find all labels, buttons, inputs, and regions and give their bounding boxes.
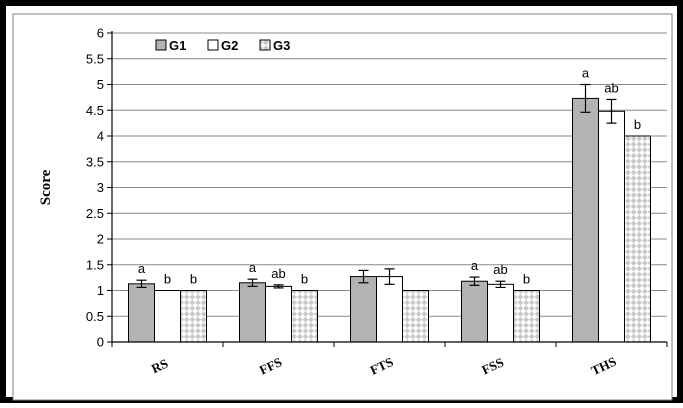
significance-label: a — [249, 260, 257, 275]
bar-g3-fss — [513, 290, 540, 343]
legend-label-g1: G1 — [169, 38, 186, 53]
x-tick-label: RS — [149, 356, 170, 377]
y-tick-label: 1 — [97, 283, 104, 298]
significance-label: a — [582, 66, 590, 81]
legend-label-g2: G2 — [221, 38, 238, 53]
bar-g1-fts — [350, 276, 377, 343]
significance-label: a — [471, 258, 479, 273]
bar-g2-fss — [487, 283, 514, 343]
y-tick-label: 1.5 — [86, 257, 104, 272]
y-tick-label: 5 — [97, 77, 104, 92]
significance-label: a — [138, 261, 146, 276]
y-tick-label: 4 — [97, 129, 104, 144]
significance-label: ab — [271, 266, 285, 281]
legend-swatch-g2 — [207, 39, 219, 51]
bar-g3-fts — [402, 290, 429, 343]
bars — [128, 83, 651, 343]
significance-label: ab — [493, 262, 507, 277]
axes — [107, 31, 668, 347]
legend-swatch-g1 — [155, 39, 167, 51]
legend-label-g3: G3 — [273, 38, 290, 53]
significance-label: b — [164, 272, 171, 287]
y-tick-label: 2 — [97, 232, 104, 247]
significance-label: b — [301, 272, 308, 287]
significance-label: b — [523, 272, 530, 287]
bar-g2-ths — [598, 110, 625, 343]
legend: G1 G2 G3 — [155, 38, 290, 53]
y-tick-label: 0.5 — [86, 309, 104, 324]
bar-g3-ths — [624, 135, 651, 343]
y-tick-label: 6 — [97, 26, 104, 41]
y-tick-label: 0 — [97, 335, 104, 350]
y-tick-label: 5.5 — [86, 51, 104, 66]
bar-g2-rs — [154, 290, 181, 343]
bar-g1-rs — [128, 283, 155, 343]
bar-g3-ffs — [291, 290, 318, 343]
y-tick-label: 3.5 — [86, 154, 104, 169]
y-tick-label: 2.5 — [86, 206, 104, 221]
bar-g1-ffs — [239, 282, 266, 343]
significance-label: ab — [604, 80, 618, 95]
y-axis-title: Score — [38, 169, 54, 205]
inner-frame — [12, 13, 673, 401]
significance-label: b — [634, 117, 641, 132]
bar-g2-ffs — [265, 285, 292, 343]
bar-g3-rs — [180, 290, 207, 343]
bar-g1-fss — [461, 280, 488, 343]
y-tick-label: 3 — [97, 180, 104, 195]
legend-swatch-g3 — [259, 39, 271, 51]
bar-g2-fts — [376, 276, 403, 343]
significance-label: b — [190, 272, 197, 287]
y-tick-label: 4.5 — [86, 103, 104, 118]
bar-g1-ths — [572, 97, 599, 343]
